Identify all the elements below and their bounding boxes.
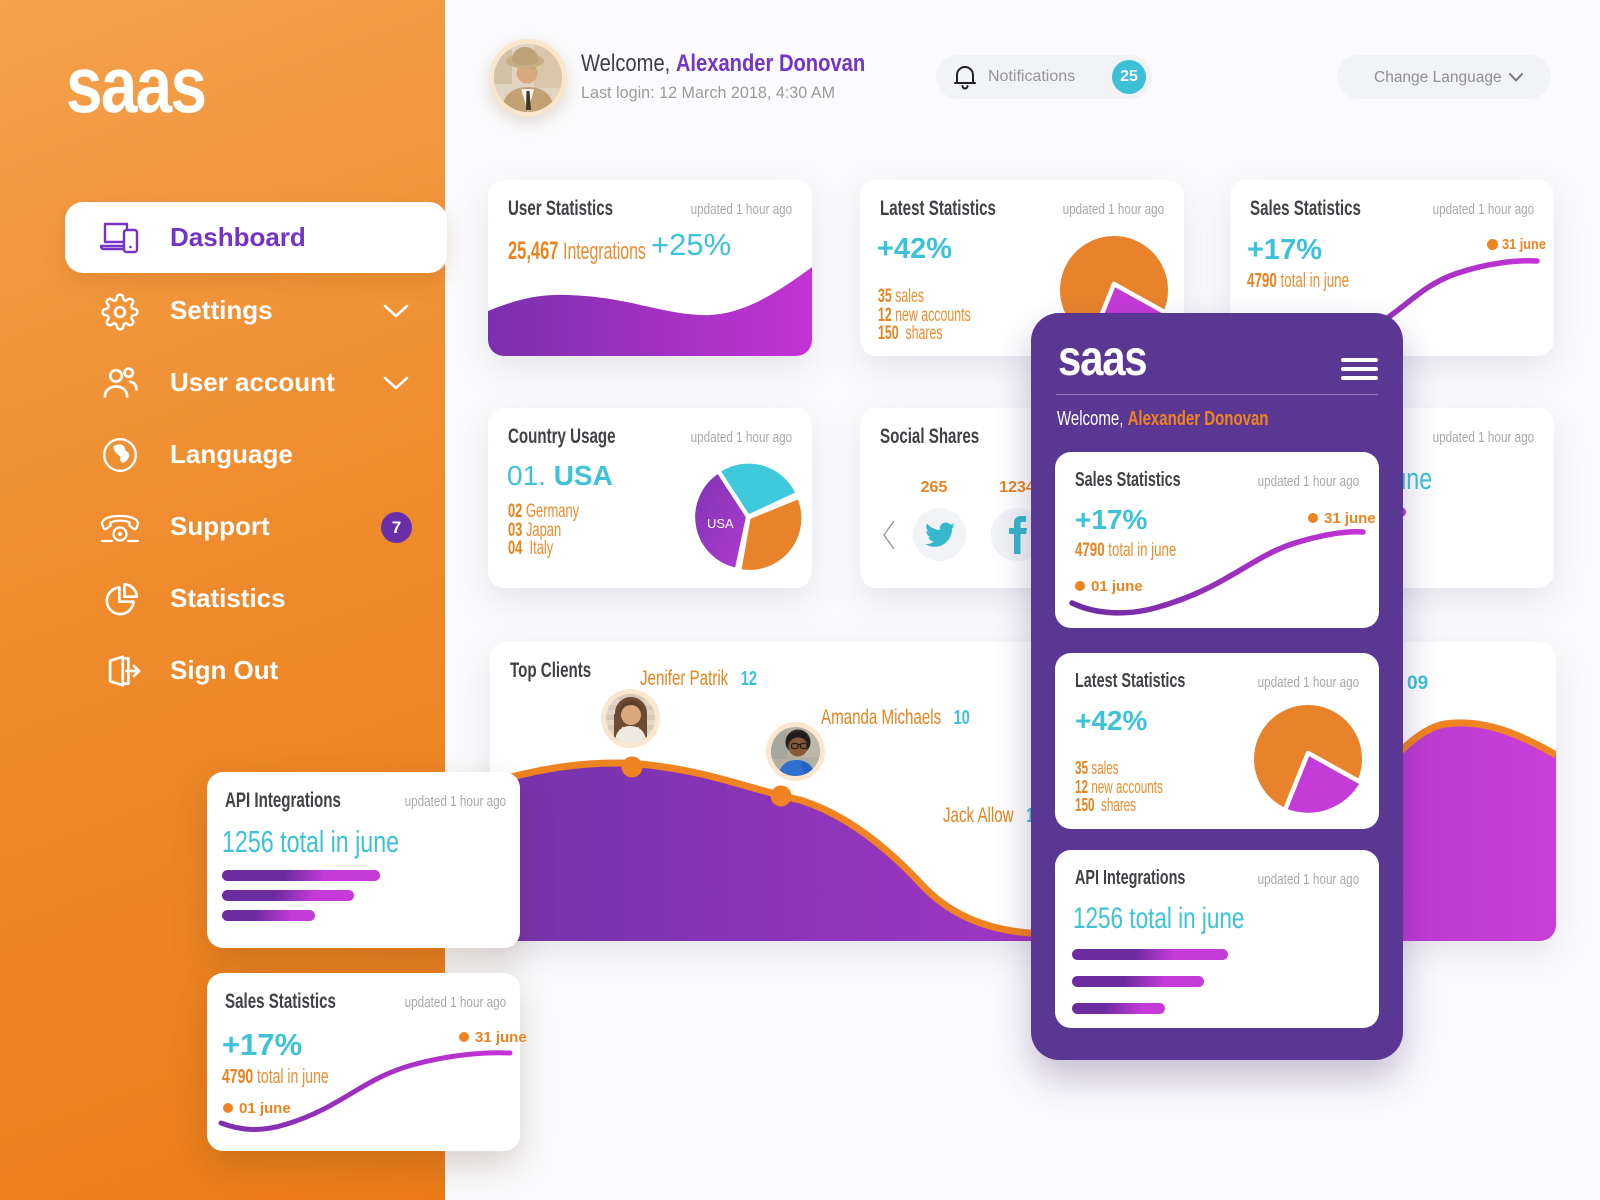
svg-text:USA: USA (707, 516, 734, 531)
